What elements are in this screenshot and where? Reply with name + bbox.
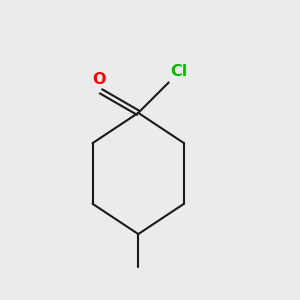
Text: Cl: Cl xyxy=(171,64,188,79)
Text: O: O xyxy=(92,72,106,87)
